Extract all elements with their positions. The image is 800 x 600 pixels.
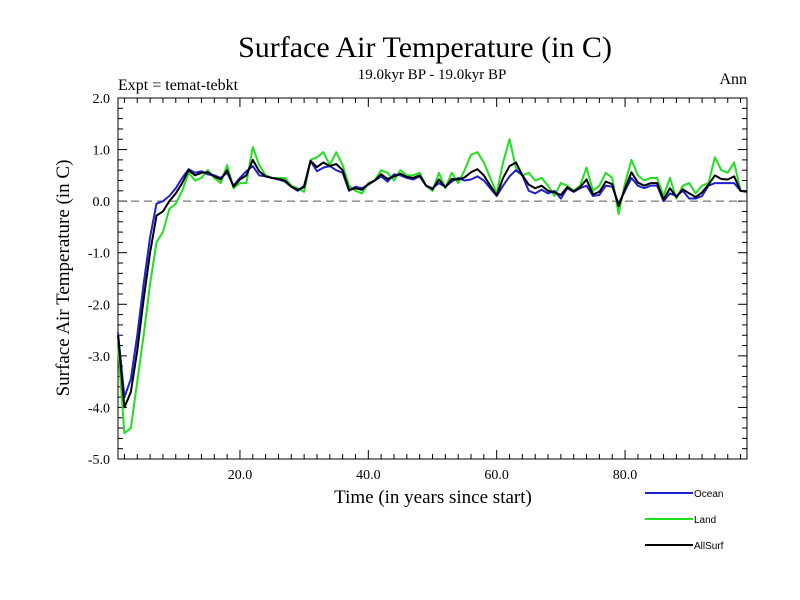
y-tick-label: 0.0 xyxy=(93,195,111,210)
legend-label-allsurf: AllSurf xyxy=(694,541,724,552)
series-line-allsurf xyxy=(117,158,748,409)
legend: Ocean Land AllSurf xyxy=(645,489,724,552)
y-tick-label: -4.0 xyxy=(88,401,110,416)
y-tick-label: -5.0 xyxy=(88,453,110,468)
y-axis-label: Surface Air Temperature (in C) xyxy=(53,160,74,397)
series-line-ocean xyxy=(117,159,748,399)
legend-label-ocean: Ocean xyxy=(694,489,723,500)
y-tick-label: -2.0 xyxy=(88,298,110,313)
chart-subtitle: 19.0kyr BP - 19.0kyr BP xyxy=(358,67,507,83)
legend-label-land: Land xyxy=(694,515,716,526)
y-tick-label: 2.0 xyxy=(93,92,111,107)
x-tick-label: 40.0 xyxy=(356,468,381,483)
y-tick-label: 1.0 xyxy=(93,144,111,159)
chart-title: Surface Air Temperature (in C) xyxy=(238,31,612,64)
plot-frame xyxy=(117,97,748,460)
x-tick-label: 80.0 xyxy=(613,468,638,483)
period-label: Ann xyxy=(719,71,747,88)
x-tick-label: 20.0 xyxy=(228,468,253,483)
x-tick-label: 60.0 xyxy=(484,468,509,483)
y-tick-label: -3.0 xyxy=(88,350,110,365)
x-axis-label: Time (in years since start) xyxy=(334,487,532,508)
experiment-label: Expt = temat-tebkt xyxy=(118,77,239,94)
y-tick-label: -1.0 xyxy=(88,247,110,262)
